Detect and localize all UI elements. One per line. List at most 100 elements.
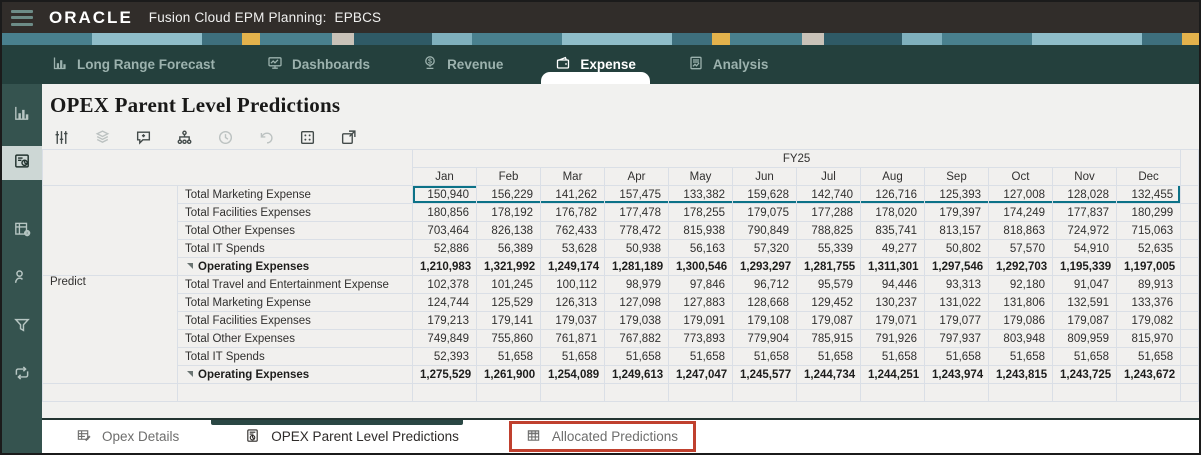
grid-cell[interactable]: 94,446 — [860, 275, 925, 294]
grid-cell[interactable]: 818,863 — [988, 221, 1053, 240]
collapse-triangle-icon[interactable] — [187, 263, 193, 270]
grid-cell[interactable]: 51,658 — [604, 347, 669, 366]
layers-cube-icon[interactable] — [93, 128, 111, 146]
grid-cell[interactable]: 1,281,755 — [796, 257, 861, 276]
grid-cell[interactable]: 179,087 — [1052, 311, 1117, 330]
year-column-header[interactable]: FY25 — [411, 149, 1182, 168]
grid-cell[interactable]: 724,972 — [1052, 221, 1117, 240]
grid-cell[interactable]: 1,297,546 — [924, 257, 989, 276]
grid-cell[interactable]: 124,744 — [412, 293, 477, 312]
grid-cell[interactable]: 132,591 — [1052, 293, 1117, 312]
grid-cell[interactable]: 133,376 — [1115, 293, 1182, 312]
column-header-jun[interactable]: Jun — [732, 167, 797, 186]
add-comment-icon[interactable] — [134, 128, 152, 146]
grid-cell[interactable]: 177,478 — [604, 203, 669, 222]
grid-cell[interactable]: 100,112 — [540, 275, 605, 294]
grid-cell[interactable]: 50,802 — [924, 239, 989, 258]
grid-cell[interactable]: 101,245 — [476, 275, 541, 294]
grid-cell[interactable]: 180,299 — [1115, 203, 1182, 222]
grid-cell[interactable]: 51,658 — [476, 347, 541, 366]
row-header[interactable]: Total Other Expenses — [177, 221, 413, 240]
undo-icon[interactable] — [257, 128, 275, 146]
grid-cell[interactable]: 52,393 — [412, 347, 477, 366]
grid-cell[interactable]: 826,138 — [476, 221, 541, 240]
grid-cell[interactable]: 1,210,983 — [412, 257, 477, 276]
grid-cell[interactable]: 51,658 — [540, 347, 605, 366]
column-header-dec[interactable]: Dec — [1115, 167, 1182, 186]
grid-cell[interactable]: 180,856 — [412, 203, 477, 222]
row-header[interactable]: Total Facilities Expenses — [177, 311, 413, 330]
grid-cell[interactable]: 749,849 — [412, 329, 477, 348]
column-header-feb[interactable]: Feb — [476, 167, 541, 186]
grid-cell[interactable]: 1,300,546 — [668, 257, 733, 276]
grid-cell[interactable]: 1,243,815 — [988, 365, 1053, 384]
column-header-mar[interactable]: Mar — [540, 167, 605, 186]
grid-cell[interactable]: 132,455 — [1115, 185, 1182, 204]
grid-cell[interactable]: 773,893 — [668, 329, 733, 348]
grid-cell[interactable]: 179,141 — [476, 311, 541, 330]
grid-cell[interactable]: 177,837 — [1052, 203, 1117, 222]
grid-cell[interactable]: 127,098 — [604, 293, 669, 312]
grid-cell[interactable]: 1,244,251 — [860, 365, 925, 384]
grid-cell[interactable]: 51,658 — [988, 347, 1053, 366]
grid-cell[interactable]: 785,915 — [796, 329, 861, 348]
bottom-tab-opex-details[interactable]: Opex Details — [76, 420, 179, 453]
grid-cell[interactable]: 835,741 — [860, 221, 925, 240]
grid-cell[interactable]: 51,658 — [732, 347, 797, 366]
grid-cell[interactable]: 131,806 — [988, 293, 1053, 312]
grid-cell[interactable]: 179,108 — [732, 311, 797, 330]
grid-cell[interactable]: 51,658 — [860, 347, 925, 366]
grid-cell[interactable]: 1,247,047 — [668, 365, 733, 384]
grid-cell[interactable]: 52,886 — [412, 239, 477, 258]
grid-cell[interactable]: 174,249 — [988, 203, 1053, 222]
grid-cell[interactable]: 1,243,974 — [924, 365, 989, 384]
row-header[interactable]: Operating Expenses — [177, 365, 413, 384]
row-header[interactable]: Total IT Spends — [177, 239, 413, 258]
grid-cell[interactable]: 1,311,301 — [860, 257, 925, 276]
grid-cell[interactable]: 96,712 — [732, 275, 797, 294]
tab-revenue[interactable]: $ Revenue — [418, 45, 507, 84]
grid-cell[interactable]: 179,213 — [412, 311, 477, 330]
grid-cell[interactable]: 1,195,339 — [1052, 257, 1117, 276]
grid-cell[interactable]: 178,255 — [668, 203, 733, 222]
grid-cell[interactable]: 178,192 — [476, 203, 541, 222]
column-header-oct[interactable]: Oct — [988, 167, 1053, 186]
grid-cell[interactable]: 159,628 — [732, 185, 797, 204]
grid-cell[interactable]: 56,163 — [668, 239, 733, 258]
grid-cell[interactable]: 51,658 — [1052, 347, 1117, 366]
grid-cell[interactable]: 52,635 — [1115, 239, 1182, 258]
pov-member-cell[interactable] — [42, 185, 178, 276]
grid-cell[interactable]: 1,281,189 — [604, 257, 669, 276]
pov-member-cell[interactable]: Predict — [42, 275, 178, 384]
grid-cell[interactable]: 53,628 — [540, 239, 605, 258]
column-header-jan[interactable]: Jan — [412, 167, 477, 186]
grid-cell[interactable]: 179,077 — [924, 311, 989, 330]
sidebar-item-analytics[interactable] — [2, 98, 42, 132]
grid-cell[interactable]: 767,882 — [604, 329, 669, 348]
grid-cell[interactable]: 49,277 — [860, 239, 925, 258]
hamburger-menu-icon[interactable] — [11, 9, 33, 26]
grid-cell[interactable]: 142,740 — [796, 185, 861, 204]
grid-cell[interactable]: 761,871 — [540, 329, 605, 348]
export-window-icon[interactable] — [339, 128, 357, 146]
grid-cell[interactable]: 91,047 — [1052, 275, 1117, 294]
grid-cell[interactable]: 715,063 — [1115, 221, 1182, 240]
grid-cell[interactable]: 1,245,577 — [732, 365, 797, 384]
grid-cell[interactable]: 55,339 — [796, 239, 861, 258]
grid-cell[interactable]: 126,716 — [860, 185, 925, 204]
grid-cell[interactable]: 797,937 — [924, 329, 989, 348]
grid-cell[interactable]: 179,087 — [796, 311, 861, 330]
tab-long-range-forecast[interactable]: Long Range Forecast — [48, 45, 219, 84]
grid-cell[interactable]: 788,825 — [796, 221, 861, 240]
grid-cell[interactable]: 56,389 — [476, 239, 541, 258]
grid-cell[interactable]: 1,243,725 — [1052, 365, 1117, 384]
row-header[interactable]: Total Marketing Expense — [177, 185, 413, 204]
grid-cell[interactable]: 179,038 — [604, 311, 669, 330]
grid-cell[interactable]: 803,948 — [988, 329, 1053, 348]
grid-cell[interactable]: 1,254,089 — [540, 365, 605, 384]
row-header[interactable]: Total Other Expenses — [177, 329, 413, 348]
grid-cell[interactable]: 128,668 — [732, 293, 797, 312]
grid-cell[interactable]: 1,293,297 — [732, 257, 797, 276]
grid-cell[interactable]: 98,979 — [604, 275, 669, 294]
bottom-tab-opex-parent-level-predictions[interactable]: OPEX Parent Level Predictions — [211, 420, 463, 453]
